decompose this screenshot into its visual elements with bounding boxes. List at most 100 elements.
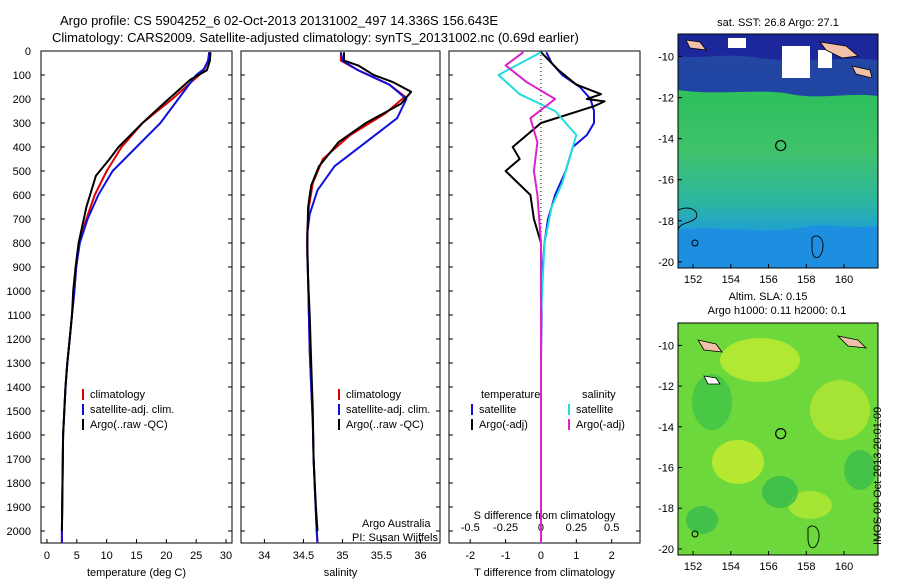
sla-high bbox=[788, 491, 832, 519]
map-y-tick-label: -10 bbox=[658, 340, 674, 352]
sla-high bbox=[720, 338, 800, 382]
y-tick-label: 1300 bbox=[7, 358, 31, 370]
map-x-tick-label: 158 bbox=[797, 561, 815, 573]
y-tick-label: 1500 bbox=[7, 406, 31, 418]
salinity-profile: 34 34.5 35 35.5 36 salinity climatology satelli… bbox=[240, 50, 441, 579]
y-tick-label: 1900 bbox=[7, 502, 31, 514]
map-x-tick-label: 156 bbox=[759, 274, 777, 286]
y-tick-label: 700 bbox=[13, 214, 31, 226]
map-y-tick-label: -20 bbox=[658, 544, 674, 556]
x-tick-label: 35.5 bbox=[371, 550, 392, 562]
map-x-tick-label: 156 bbox=[759, 561, 777, 573]
sla-subtitle: Argo h1000: 0.11 h2000: 0.1 bbox=[708, 305, 847, 317]
x-tick-label: 5 bbox=[74, 550, 80, 562]
plot-frame bbox=[240, 50, 441, 544]
s-tick-label: 0.5 bbox=[604, 522, 619, 534]
x-tick-label: -1 bbox=[501, 550, 511, 562]
y-tick-label: 200 bbox=[13, 94, 31, 106]
map-y-tick-label: -12 bbox=[658, 93, 674, 105]
plot-frame bbox=[448, 50, 641, 544]
map-x-tick-label: 160 bbox=[835, 561, 853, 573]
sst-reef-contour bbox=[678, 207, 698, 231]
sla-reef-contour bbox=[807, 525, 820, 549]
legend-label: satellite-adj. clim. bbox=[90, 404, 174, 416]
map-x-tick-label: 152 bbox=[684, 561, 702, 573]
series-line bbox=[306, 52, 406, 544]
sla-low bbox=[844, 450, 876, 490]
y-tick-label: 1600 bbox=[7, 430, 31, 442]
sst-cloud-gap bbox=[782, 46, 810, 78]
sst-title: sat. SST: 26.8 Argo: 27.1 bbox=[717, 17, 839, 29]
series-line bbox=[60, 52, 211, 543]
map-x-tick-label: 158 bbox=[797, 274, 815, 286]
y-tick-label: 800 bbox=[13, 238, 31, 250]
legend-label: climatology bbox=[90, 389, 146, 401]
profile-title: Argo profile: CS 5904252_6 02-Oct-2013 2… bbox=[60, 13, 499, 28]
x-tick-label: 2 bbox=[609, 550, 615, 562]
sla-reef-contour bbox=[691, 530, 699, 538]
legend-label: Argo(..raw -QC) bbox=[90, 419, 168, 431]
series-line bbox=[306, 52, 408, 544]
x-axis-label: salinity bbox=[324, 567, 358, 579]
y-tick-label: 300 bbox=[13, 118, 31, 130]
sst-island bbox=[819, 41, 859, 59]
map-y-tick-label: -16 bbox=[658, 462, 674, 474]
x-tick-label: 36 bbox=[414, 550, 426, 562]
map-x-tick-label: 152 bbox=[684, 274, 702, 286]
x-tick-label: 35 bbox=[336, 550, 348, 562]
sst-argo-marker bbox=[775, 139, 787, 152]
sla-frame bbox=[677, 322, 879, 556]
x-tick-label: 0 bbox=[538, 550, 544, 562]
map-y-tick-label: -14 bbox=[658, 134, 674, 146]
sst-island bbox=[685, 39, 707, 51]
s-tick-label: -0.25 bbox=[493, 522, 518, 534]
s-axis-label: S difference from climatology bbox=[474, 510, 616, 522]
map-y-tick-label: -18 bbox=[658, 216, 674, 228]
y-tick-label: 2000 bbox=[7, 526, 31, 538]
map-y-tick-label: -12 bbox=[658, 381, 674, 393]
series-line bbox=[60, 52, 212, 532]
y-tick-label: 500 bbox=[13, 166, 31, 178]
sla-low bbox=[686, 506, 718, 534]
sla-low bbox=[762, 476, 798, 508]
sla-island bbox=[703, 375, 721, 385]
sst-reef-contour bbox=[811, 235, 824, 259]
climatology-title: Climatology: CARS2009. Satellite-adjuste… bbox=[52, 30, 579, 45]
legend-label: satellite bbox=[479, 404, 516, 416]
imos-timestamp: IMOS 09-Oct-2013 20:01:09 bbox=[872, 406, 884, 545]
sla-low bbox=[692, 374, 732, 430]
sst-cool-band bbox=[678, 225, 878, 268]
sst-frame bbox=[677, 33, 879, 269]
legend-label: climatology bbox=[346, 389, 402, 401]
legend-label: Argo(-adj) bbox=[479, 419, 528, 431]
map-x-tick-label: 160 bbox=[835, 274, 853, 286]
y-tick-label: 0 bbox=[25, 46, 31, 58]
y-tick-label: 400 bbox=[13, 142, 31, 154]
sst-cloud-gap bbox=[728, 38, 746, 48]
series-line bbox=[60, 52, 211, 543]
map-y-tick-label: -20 bbox=[658, 257, 674, 269]
x-tick-label: 0 bbox=[44, 550, 50, 562]
y-tick-label: 900 bbox=[13, 262, 31, 274]
legend-label: satellite bbox=[576, 404, 613, 416]
credit-pi: PI: Susan Wijffels bbox=[352, 532, 438, 544]
y-tick-label: 1000 bbox=[7, 286, 31, 298]
y-tick-label: 1400 bbox=[7, 382, 31, 394]
map-x-tick-label: 154 bbox=[722, 561, 740, 573]
sla-island bbox=[836, 335, 868, 349]
sla-map: Altim. SLA: 0.15 Argo h1000: 0.11 h2000:… bbox=[658, 291, 879, 573]
sla-island bbox=[697, 339, 723, 353]
legend-group-title: temperature bbox=[481, 389, 540, 401]
plot-frame bbox=[40, 50, 233, 544]
series-line bbox=[497, 51, 578, 543]
y-tick-label: 600 bbox=[13, 190, 31, 202]
x-tick-label: 34.5 bbox=[293, 550, 314, 562]
x-tick-label: 1 bbox=[573, 550, 579, 562]
temperature-profile: 0 5 10 15 20 25 30 temperature (deg C) 0 100 200 30… bbox=[7, 46, 233, 579]
sst-reef-contour bbox=[691, 239, 699, 247]
x-axis-label: temperature (deg C) bbox=[87, 567, 186, 579]
difference-profile: -2 -1 0 1 2 T difference from climatology -0.5… bbox=[448, 50, 641, 579]
sla-high bbox=[810, 380, 870, 440]
legend-label: Argo(-adj) bbox=[576, 419, 625, 431]
x-axis-label: T difference from climatology bbox=[474, 567, 615, 579]
